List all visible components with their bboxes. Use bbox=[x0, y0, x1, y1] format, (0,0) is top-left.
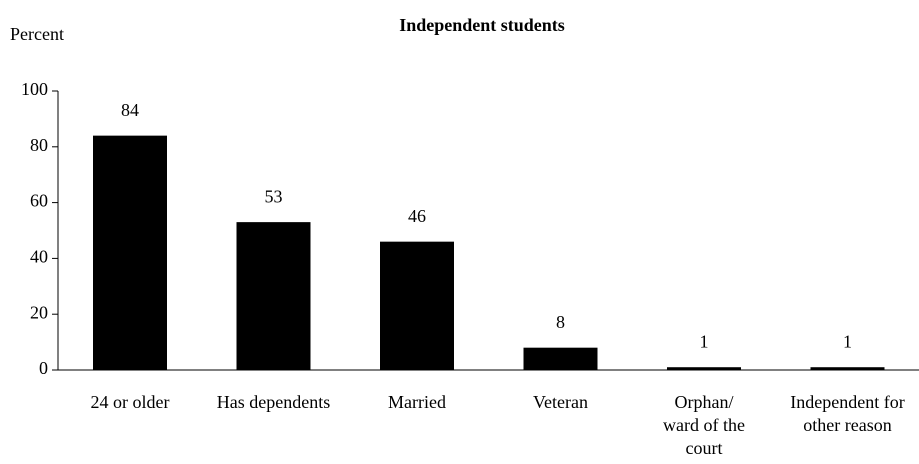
y-tick-label: 20 bbox=[30, 302, 48, 322]
bar bbox=[810, 367, 885, 370]
y-tick-label: 100 bbox=[21, 79, 48, 99]
data-label: 1 bbox=[700, 331, 709, 351]
data-label: 8 bbox=[556, 312, 565, 332]
y-tick-label: 0 bbox=[39, 358, 48, 378]
y-tick-label: 60 bbox=[30, 191, 48, 211]
data-label: 84 bbox=[121, 100, 139, 120]
data-label: 1 bbox=[843, 331, 852, 351]
x-tick-label: Orphan/ ward of the court bbox=[663, 392, 745, 458]
data-label: 46 bbox=[408, 206, 426, 226]
x-tick-label: Independent for other reason bbox=[790, 392, 905, 435]
data-label: 53 bbox=[265, 186, 283, 206]
y-axis-label: Percent bbox=[10, 24, 64, 44]
chart-title: Independent students bbox=[399, 15, 565, 35]
bar bbox=[236, 222, 311, 370]
y-tick-label: 40 bbox=[30, 247, 48, 267]
bar bbox=[380, 241, 454, 370]
x-tick-label: Veteran bbox=[533, 392, 588, 412]
bar bbox=[667, 367, 741, 370]
bar bbox=[93, 135, 167, 370]
bar bbox=[523, 347, 598, 370]
x-tick-label: 24 or older bbox=[90, 392, 170, 412]
y-tick-label: 80 bbox=[30, 135, 48, 155]
x-tick-label: Has dependents bbox=[216, 392, 331, 412]
x-tick-label: Married bbox=[388, 392, 446, 412]
